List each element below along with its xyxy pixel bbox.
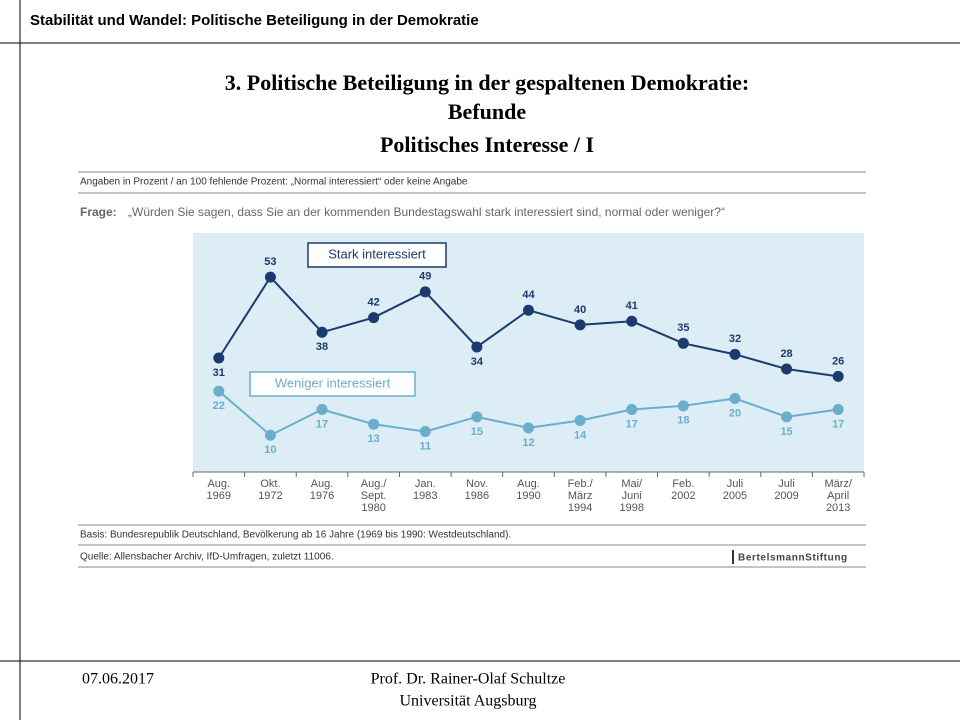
x-tick-label: März/ April 2013 <box>824 478 852 514</box>
data-point <box>264 271 276 283</box>
data-point <box>677 400 689 412</box>
data-label: 12 <box>522 437 534 449</box>
data-label: 35 <box>677 322 689 334</box>
data-point <box>626 315 638 327</box>
data-label: 17 <box>626 418 638 430</box>
x-tick-label: Juli 2005 <box>722 478 748 502</box>
data-label: 49 <box>419 271 431 283</box>
data-label: 15 <box>780 426 792 438</box>
data-label: 53 <box>264 256 276 268</box>
data-label: 22 <box>213 400 225 412</box>
data-label: 26 <box>832 355 844 367</box>
data-point <box>729 348 741 360</box>
data-label: 20 <box>729 407 741 419</box>
slide-title: Politisches Interesse / I <box>380 132 594 157</box>
data-point <box>264 429 276 441</box>
question: „Würden Sie sagen, dass Sie an der komme… <box>128 205 725 219</box>
source: Quelle: Allensbacher Archiv, IfD-Umfrage… <box>80 552 334 563</box>
data-point <box>368 418 380 430</box>
basis: Basis: Bundesrepublik Deutschland, Bevöl… <box>80 530 511 541</box>
data-point <box>832 403 844 415</box>
data-point <box>213 385 225 397</box>
data-label: 44 <box>522 289 535 301</box>
data-point <box>316 326 328 338</box>
data-point <box>574 415 586 427</box>
data-label: 28 <box>780 348 792 360</box>
legend-label: Stark interessiert <box>328 246 426 261</box>
question-label: Frage: <box>80 205 117 219</box>
x-tick-label: Aug. 1976 <box>309 478 335 502</box>
slide-title: Befunde <box>448 99 526 124</box>
footer-date: 07.06.2017 <box>82 671 154 688</box>
slide-title: 3. Politische Beteiligung in der gespalt… <box>225 70 750 95</box>
data-point <box>626 403 638 415</box>
header-title: Stabilität und Wandel: Politische Beteil… <box>30 12 479 29</box>
x-tick-label: Mai/ Juni 1998 <box>619 478 644 514</box>
data-label: 13 <box>368 433 380 445</box>
x-tick-label: Aug. 1990 <box>516 478 541 502</box>
data-point <box>471 411 483 423</box>
data-label: 34 <box>471 356 484 368</box>
footer-author: Prof. Dr. Rainer-Olaf Schultze <box>371 671 566 688</box>
data-point <box>213 352 225 364</box>
x-tick-label: Juli 2009 <box>774 478 799 502</box>
footer-institution: Universität Augsburg <box>399 693 536 710</box>
data-point <box>832 370 844 382</box>
data-label: 31 <box>213 367 225 379</box>
x-tick-label: Okt. 1972 <box>258 478 283 502</box>
data-point <box>677 337 689 349</box>
logo: BertelsmannStiftung <box>738 553 848 564</box>
data-point <box>316 403 328 415</box>
data-point <box>523 422 534 434</box>
data-label: 18 <box>677 415 689 427</box>
data-point <box>368 312 380 324</box>
legend-label: Weniger interessiert <box>275 375 391 390</box>
data-label: 17 <box>316 418 328 430</box>
data-label: 42 <box>368 296 380 308</box>
data-point <box>419 286 431 298</box>
data-label: 38 <box>316 341 328 353</box>
legend-box <box>307 242 447 268</box>
data-point <box>523 304 534 316</box>
data-label: 14 <box>574 429 587 441</box>
data-label: 40 <box>574 304 586 316</box>
chart-note: Angaben in Prozent / an 100 fehlende Pro… <box>80 177 468 188</box>
x-tick-label: Aug./ Sept. 1980 <box>360 478 387 514</box>
x-tick-label: Nov. 1986 <box>464 478 490 502</box>
data-label: 11 <box>419 440 431 452</box>
data-point <box>471 341 483 353</box>
x-tick-label: Feb. 2002 <box>671 478 696 502</box>
data-label: 15 <box>471 426 483 438</box>
data-point <box>574 319 586 331</box>
data-point <box>781 411 793 423</box>
data-label: 10 <box>264 444 276 456</box>
data-point <box>729 392 741 404</box>
data-point <box>781 363 793 375</box>
data-label: 32 <box>729 333 741 345</box>
data-label: 41 <box>626 300 638 312</box>
x-tick-label: Feb./ März 1994 <box>567 478 593 514</box>
legend-box <box>249 371 416 397</box>
data-label: 17 <box>832 418 844 430</box>
x-tick-label: Aug. 1969 <box>206 478 232 502</box>
x-tick-label: Jan. 1983 <box>413 478 438 502</box>
data-point <box>419 426 431 438</box>
